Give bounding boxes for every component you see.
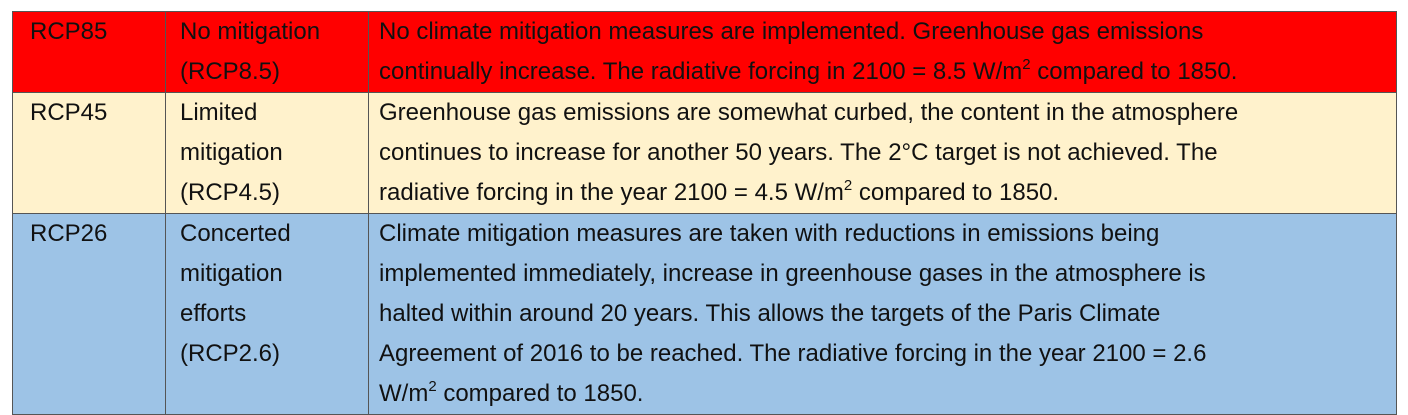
description-line: Climate mitigation measures are taken wi… [379, 220, 1160, 247]
scenario-description-cell: Greenhouse gas emissions are somewhat cu… [368, 92, 1397, 214]
description-line: No climate mitigation measures are imple… [379, 18, 1204, 45]
description-text: radiative forcing in the year 2100 = 4.5… [379, 179, 844, 206]
scenario-name-line: (RCP2.6) [180, 340, 281, 367]
description-line: continues to increase for another 50 yea… [379, 139, 1218, 166]
description-text: W/m [379, 380, 429, 407]
scenario-name-cell: No mitigation (RCP8.5) [165, 11, 369, 93]
scenario-code: RCP26 [30, 220, 108, 247]
scenario-name-line: (RCP4.5) [180, 179, 281, 206]
superscript: 2 [843, 177, 853, 194]
scenario-name-line: No mitigation [180, 18, 321, 45]
scenario-name-line: mitigation [180, 139, 283, 166]
scenario-description-cell: No climate mitigation measures are imple… [368, 11, 1397, 93]
scenario-name-cell: Concerted mitigation efforts (RCP2.6) [165, 213, 369, 415]
scenario-name-line: mitigation [180, 260, 283, 287]
description-line: halted within around 20 years. This allo… [379, 300, 1161, 327]
description-text: compared to 1850. [1030, 58, 1238, 85]
description-text: continually increase. The radiative forc… [379, 58, 1023, 85]
scenario-code-cell: RCP45 [12, 92, 166, 214]
description-line: W/m2 compared to 1850. [379, 374, 1388, 414]
table-row-rcp45: RCP45 Limited mitigation (RCP4.5) Greenh… [12, 92, 1397, 214]
scenario-code-cell: RCP26 [12, 213, 166, 415]
scenario-code-cell: RCP85 [12, 11, 166, 93]
superscript: 2 [1022, 56, 1031, 73]
superscript: 2 [428, 378, 437, 395]
scenario-description-cell: Climate mitigation measures are taken wi… [368, 213, 1397, 415]
description-line: Agreement of 2016 to be reached. The rad… [379, 340, 1207, 367]
scenario-code: RCP45 [30, 99, 108, 126]
scenario-name-line: (RCP8.5) [180, 58, 281, 85]
description-line: implemented immediately, increase in gre… [379, 260, 1206, 287]
table-row-rcp85: RCP85 No mitigation (RCP8.5) No climate … [12, 11, 1397, 93]
scenario-name-line: efforts [180, 300, 247, 327]
description-line: Greenhouse gas emissions are somewhat cu… [379, 99, 1239, 126]
description-line: radiative forcing in the year 2100 = 4.5… [379, 173, 1388, 213]
scenario-name-cell: Limited mitigation (RCP4.5) [165, 92, 369, 214]
scenario-name-line: Concerted [180, 220, 291, 247]
description-text: compared to 1850. [436, 380, 644, 407]
description-text: compared to 1850. [852, 179, 1060, 206]
table-row-rcp26: RCP26 Concerted mitigation efforts (RCP2… [12, 213, 1397, 415]
scenario-name-line: Limited [180, 99, 258, 126]
description-line: continually increase. The radiative forc… [379, 52, 1388, 92]
rcp-scenarios-table: RCP85 No mitigation (RCP8.5) No climate … [12, 11, 1397, 415]
scenario-code: RCP85 [30, 18, 108, 45]
